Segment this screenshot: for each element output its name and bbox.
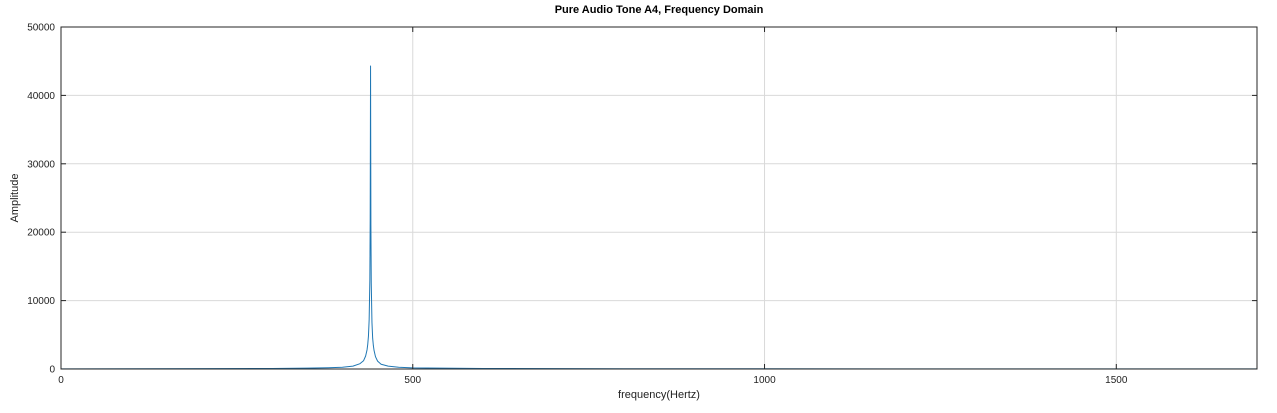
chart-title: Pure Audio Tone A4, Frequency Domain bbox=[555, 4, 764, 16]
y-tick-label: 50000 bbox=[27, 23, 55, 34]
y-axis-label: Amplitude bbox=[9, 174, 21, 223]
y-tick-label: 10000 bbox=[27, 296, 55, 307]
axes-frame bbox=[60, 26, 1258, 370]
x-tick-label: 1000 bbox=[753, 375, 776, 386]
y-tick-label: 40000 bbox=[27, 91, 55, 102]
y-tick-label: 0 bbox=[49, 365, 55, 376]
x-tick-label: 500 bbox=[404, 375, 421, 386]
x-tick-label: 1500 bbox=[1105, 375, 1128, 386]
y-tick-label: 20000 bbox=[27, 228, 55, 239]
grid bbox=[60, 26, 1257, 370]
series-line bbox=[60, 65, 1258, 370]
y-tick-label: 30000 bbox=[27, 159, 55, 170]
plot-area bbox=[60, 65, 1258, 370]
axis-ticks: 0 10000 20000 30000 40000 50000 0 500 1000 1500 bbox=[27, 23, 1257, 386]
x-tick-label: 0 bbox=[58, 375, 64, 386]
x-axis-label: frequency(Hertz) bbox=[618, 389, 700, 401]
